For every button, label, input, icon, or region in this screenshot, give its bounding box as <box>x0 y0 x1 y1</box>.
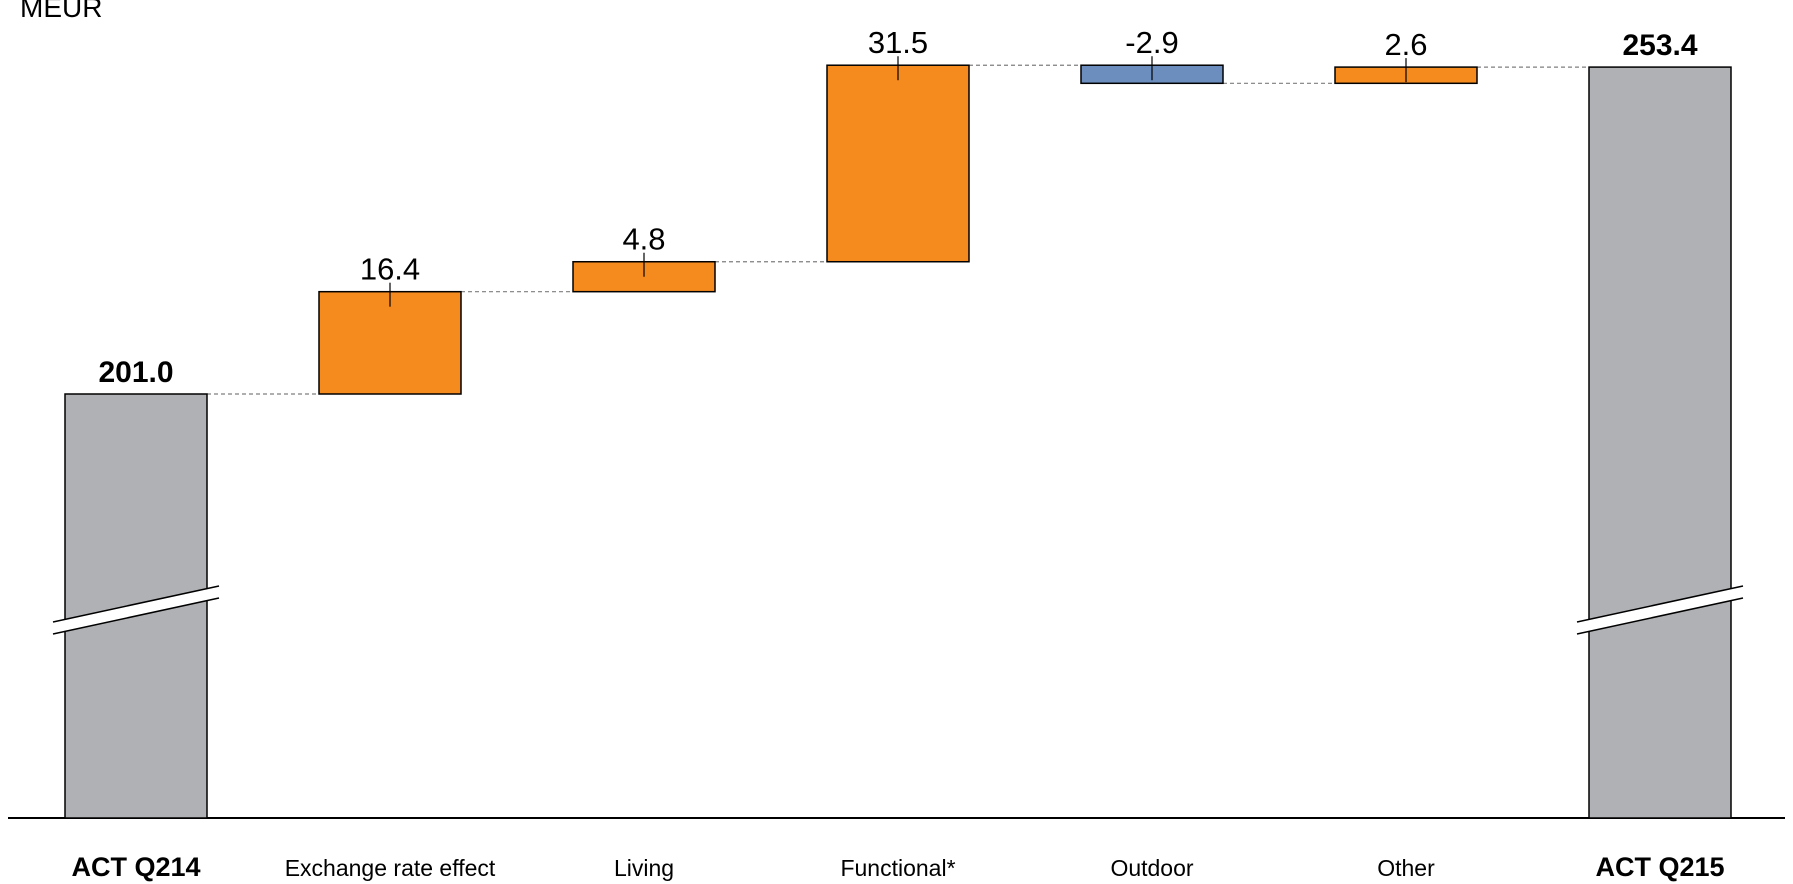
category-label: Other <box>1377 855 1435 881</box>
category-label: Outdoor <box>1110 855 1193 881</box>
axis-break-line <box>52 597 220 635</box>
increase-bar <box>826 64 970 263</box>
value-label: 2.6 <box>1384 27 1427 62</box>
axis-break-line <box>52 585 220 623</box>
value-label: 201.0 <box>98 356 173 389</box>
axis-break-gap <box>1577 586 1743 634</box>
total-bar <box>1588 66 1732 819</box>
axis-break-line <box>1576 597 1744 635</box>
category-label: ACT Q215 <box>1595 852 1724 882</box>
value-label: 31.5 <box>868 25 928 60</box>
category-label: Exchange rate effect <box>285 855 496 881</box>
increase-bar <box>572 260 716 293</box>
value-label: 16.4 <box>360 252 420 287</box>
increase-bar <box>318 290 462 395</box>
category-label: ACT Q214 <box>71 852 200 882</box>
value-label: 253.4 <box>1622 29 1697 62</box>
value-label: -2.9 <box>1125 25 1178 60</box>
unit-label: MEUR <box>20 0 103 23</box>
axis-break-gap <box>53 586 219 634</box>
category-label: Functional* <box>840 855 955 881</box>
value-label: 4.8 <box>622 222 665 257</box>
category-label: Living <box>614 855 674 881</box>
axis-break-line <box>1576 585 1744 623</box>
